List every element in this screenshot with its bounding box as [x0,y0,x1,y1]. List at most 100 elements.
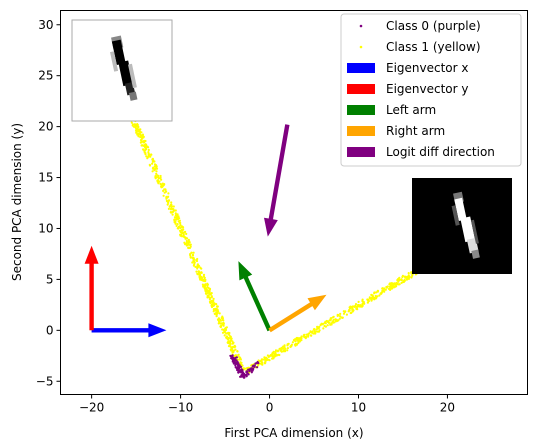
data-point [370,297,373,300]
data-point [199,274,202,277]
data-point [135,131,138,134]
data-point [184,242,187,245]
data-point [130,121,133,124]
legend-marker [359,24,363,28]
series-1 [128,114,428,374]
data-point [208,298,211,301]
data-point [175,224,178,227]
data-point [216,312,219,315]
data-point [381,287,384,290]
data-point [176,223,179,226]
data-point [393,282,396,285]
legend-swatch [347,147,375,157]
data-point [348,306,351,309]
data-point [218,312,221,315]
data-point [189,255,192,258]
legend-label: Right arm [386,124,445,138]
data-point [169,211,172,214]
data-point [232,362,235,365]
data-point [294,340,297,343]
data-point [158,180,161,183]
legend-label: Class 0 (purple) [386,19,481,33]
data-point [141,144,144,147]
data-point [339,312,342,315]
data-point [214,309,217,312]
arrow-logit-diff-direction [264,124,290,237]
data-point [146,156,149,159]
data-point [175,214,178,217]
y-tick-label: 10 [38,221,53,235]
data-point [195,270,198,273]
data-point [159,174,162,178]
data-point [256,366,259,369]
data-point [148,163,151,166]
data-point [237,365,240,369]
data-point [215,315,218,318]
data-point [354,303,358,306]
data-point [159,176,162,179]
data-point [174,209,177,212]
legend-swatch [347,84,375,94]
data-point [273,355,276,358]
data-point [240,368,243,371]
data-point [172,208,175,211]
data-point [151,158,154,161]
data-point [294,342,297,345]
data-point [154,167,157,170]
data-point [187,243,190,246]
data-point [151,170,154,173]
data-point [135,130,138,133]
data-point [225,335,228,338]
data-point [410,276,413,279]
data-point [179,231,182,234]
data-point [173,220,176,223]
data-point [335,318,338,321]
data-point [376,290,379,293]
data-point [261,361,264,364]
data-point [199,276,202,279]
data-point [199,271,202,274]
y-tick-label: 0 [46,323,54,337]
data-point [219,318,222,321]
data-point [235,362,238,365]
x-tick-label: −20 [79,401,104,415]
data-point [348,309,351,312]
data-point [303,333,306,336]
inset-digit-right [412,178,512,274]
data-point [322,322,325,325]
data-point [142,141,145,144]
data-point [326,324,329,327]
data-point [319,323,322,327]
data-point [183,231,186,234]
data-point [192,264,195,267]
data-point [408,275,411,278]
data-point [206,286,209,289]
data-point [200,278,203,282]
data-point [242,367,245,370]
data-point [239,365,243,368]
legend: Class 0 (purple) Class 1 (yellow) Eigenvec… [340,13,522,167]
data-point [361,304,364,307]
x-tick-label: 20 [440,401,455,415]
data-point [219,325,222,328]
data-point [152,166,155,169]
data-point [190,251,193,254]
data-point [163,183,166,186]
data-point [257,364,260,367]
data-point [367,298,370,301]
data-point [204,292,208,295]
data-point [391,287,394,290]
data-point [303,336,306,339]
data-point [216,305,219,308]
x-tick-label: −10 [168,401,193,415]
data-point [208,290,211,294]
y-tick-label: 25 [38,69,53,83]
legend-swatch [347,63,375,73]
data-point [384,288,387,291]
data-point [351,308,354,311]
data-point [278,347,281,350]
data-point [155,176,158,179]
data-point [366,301,369,304]
data-point [168,205,171,208]
data-point [272,356,275,360]
